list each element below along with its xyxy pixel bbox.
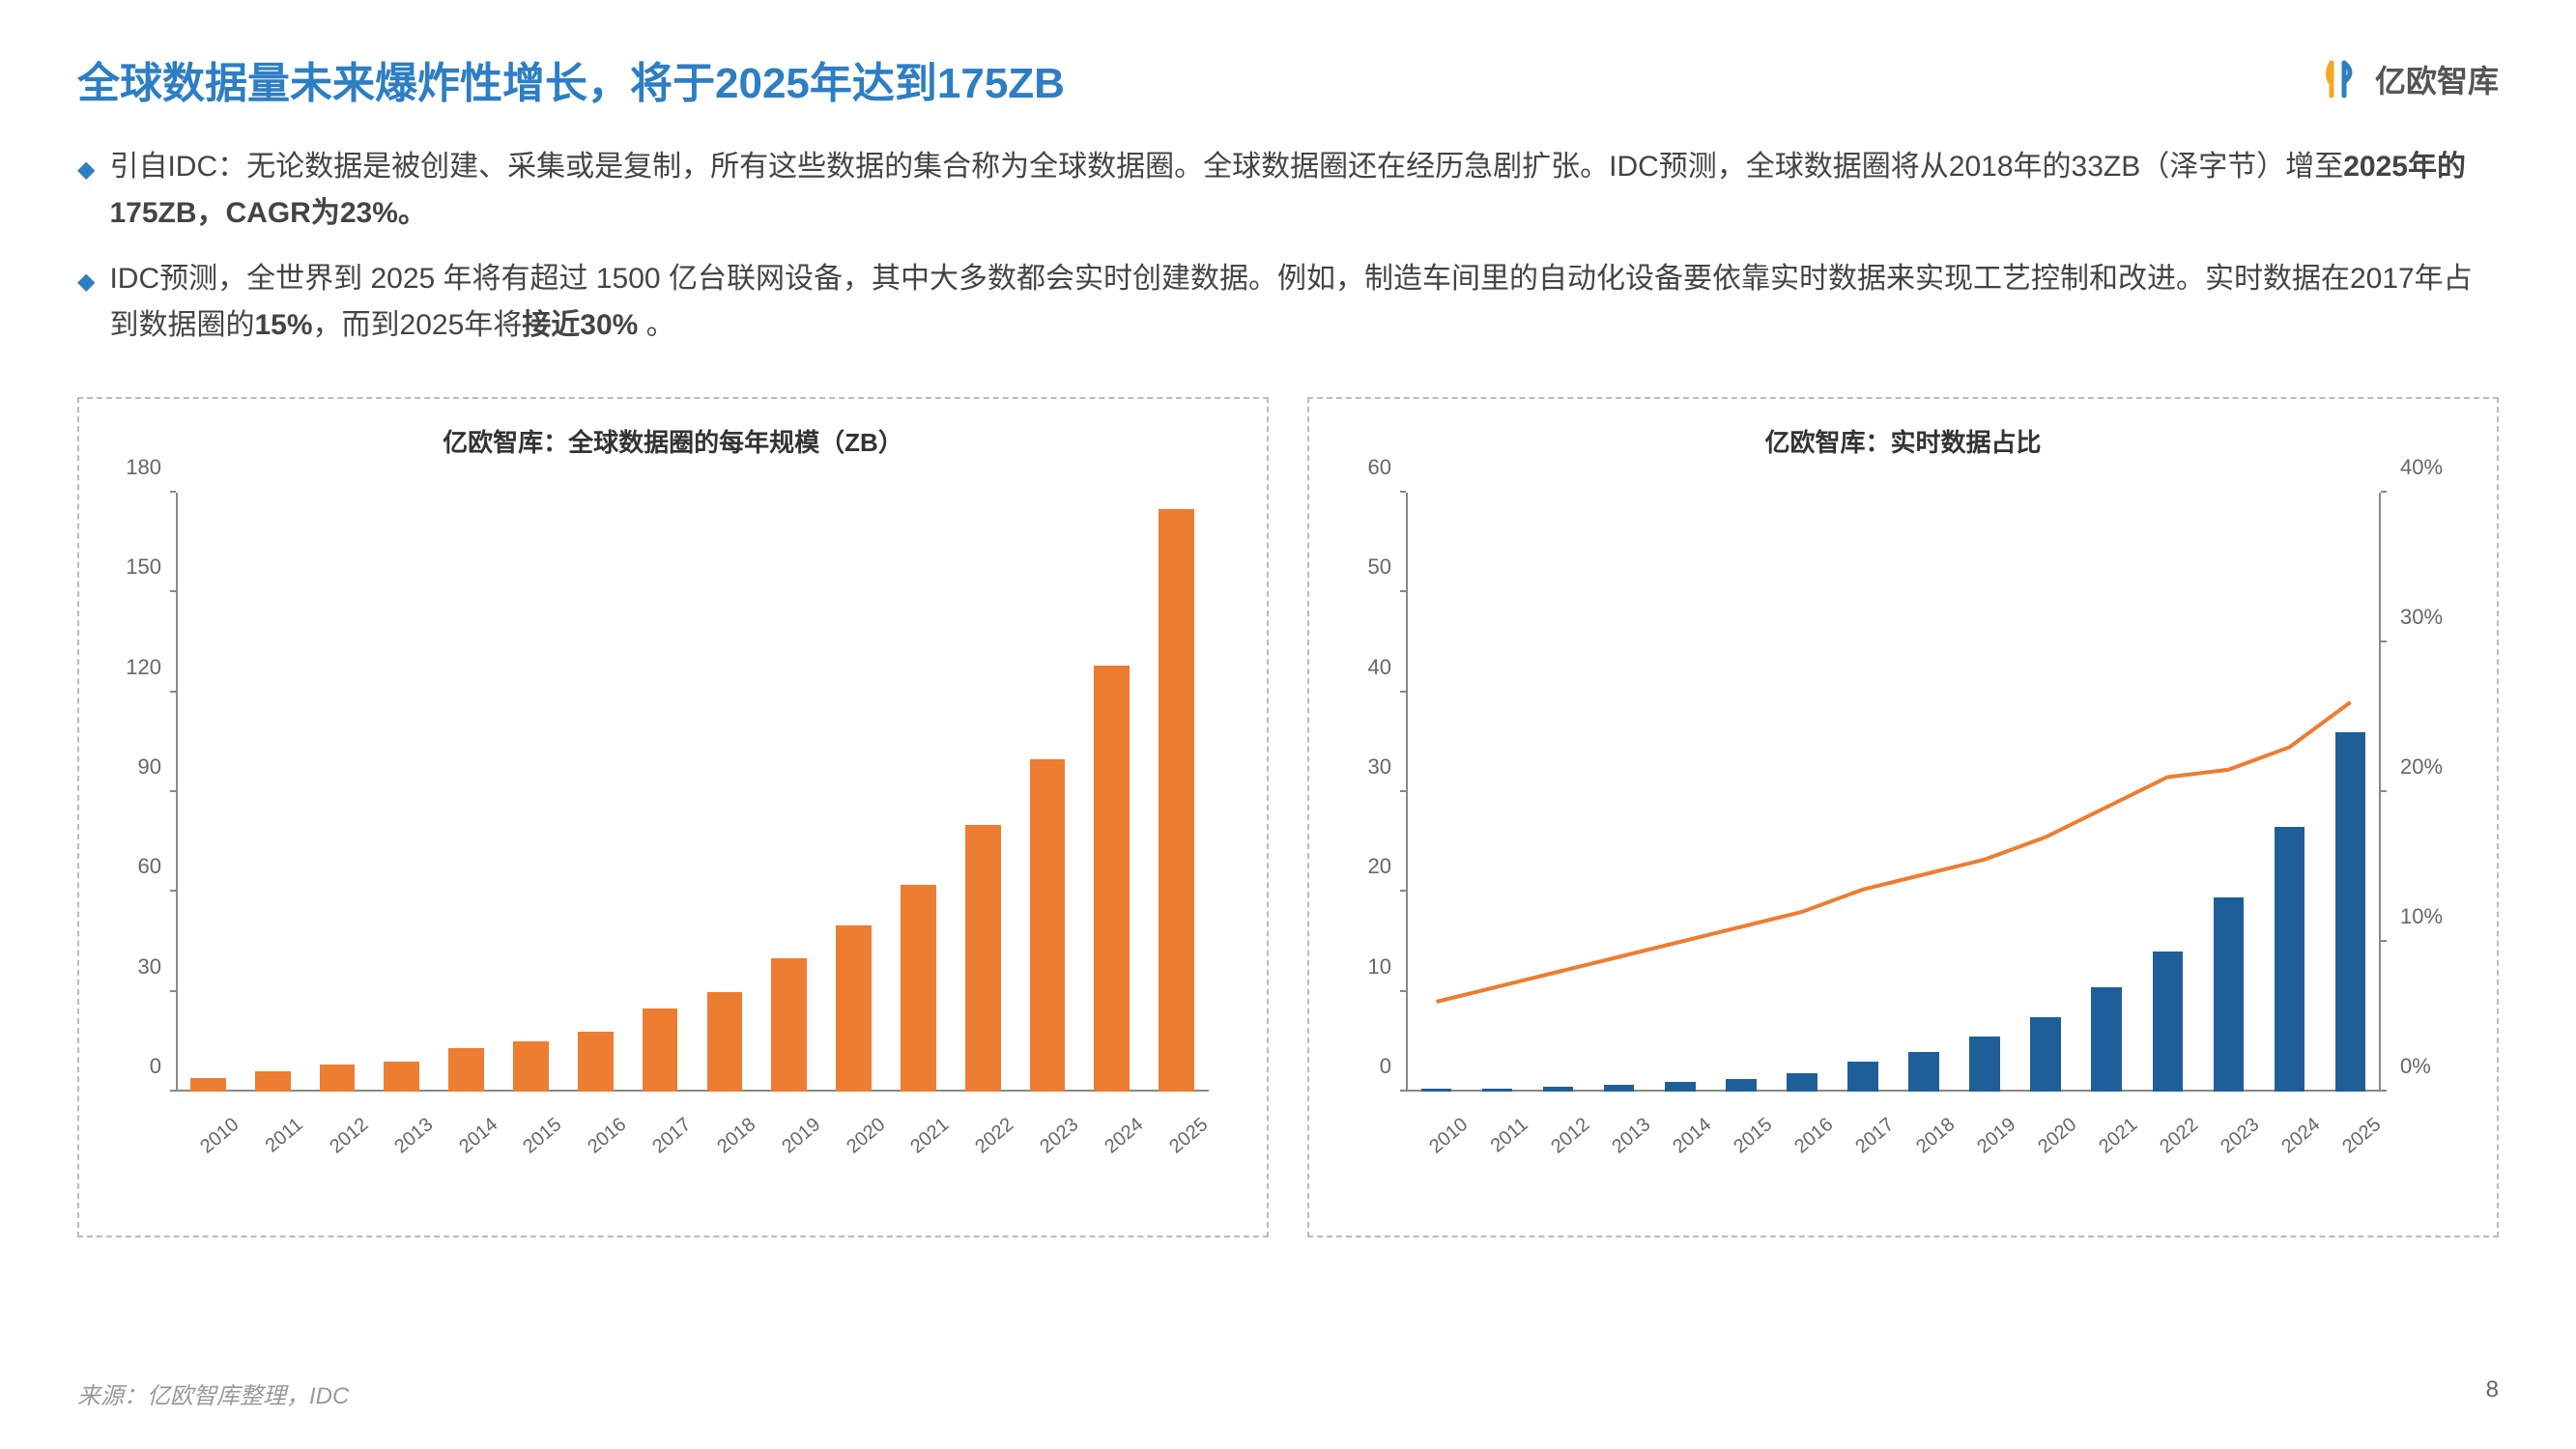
x-tick: 2021 — [907, 1114, 955, 1158]
y-tick-right: 0% — [2400, 1054, 2431, 1079]
chart2-title: 亿欧智库：实时数据占比 — [1338, 423, 2468, 459]
logo-text: 亿欧智库 — [2375, 57, 2499, 101]
page-number: 8 — [2486, 1377, 2499, 1410]
x-tick: 2013 — [390, 1114, 438, 1158]
bar — [190, 1078, 226, 1092]
y-tick: 0 — [150, 1054, 161, 1079]
x-tick: 2016 — [584, 1114, 631, 1158]
x-tick: 2017 — [648, 1114, 696, 1158]
bullet-diamond-icon: ◆ — [77, 264, 95, 300]
source-text: 来源：亿欧智库整理，IDC — [77, 1377, 349, 1410]
x-tick: 2022 — [971, 1114, 1018, 1158]
x-tick: 2020 — [843, 1114, 890, 1158]
x-tick: 2019 — [1973, 1114, 2020, 1158]
y-tick-left: 0 — [1380, 1054, 1391, 1079]
bar — [320, 1065, 356, 1092]
x-tick: 2024 — [2278, 1114, 2326, 1158]
x-tick: 2025 — [1165, 1114, 1213, 1158]
bar — [965, 825, 1001, 1092]
bar — [771, 958, 807, 1092]
x-tick: 2012 — [1547, 1114, 1594, 1158]
x-tick: 2011 — [1486, 1114, 1532, 1157]
y-tick: 60 — [138, 854, 161, 879]
bar — [255, 1071, 291, 1092]
chart2-area: 01020304050600%10%20%30%40%2010201120122… — [1338, 483, 2468, 1159]
x-tick: 2020 — [2034, 1114, 2081, 1158]
x-tick: 2017 — [1851, 1114, 1899, 1158]
x-tick: 2013 — [1608, 1114, 1655, 1158]
y-tick: 180 — [126, 455, 161, 480]
x-tick: 2011 — [262, 1114, 308, 1157]
x-tick: 2010 — [1425, 1114, 1473, 1158]
x-tick: 2015 — [520, 1114, 567, 1158]
page-title: 全球数据量未来爆炸性增长，将于2025年达到175ZB — [77, 48, 1065, 110]
bullet-diamond-icon: ◆ — [77, 152, 95, 188]
x-tick: 2014 — [455, 1114, 502, 1158]
x-tick: 2014 — [1669, 1114, 1716, 1158]
y-tick: 120 — [126, 655, 161, 680]
chart1-title: 亿欧智库：全球数据圈的每年规模（ZB） — [108, 423, 1238, 459]
y-tick-left: 30 — [1368, 754, 1391, 780]
logo: 亿欧智库 — [2317, 55, 2499, 103]
y-tick: 90 — [138, 754, 161, 780]
bar — [448, 1048, 484, 1092]
logo-icon — [2317, 55, 2365, 103]
x-tick: 2016 — [1790, 1114, 1838, 1158]
y-tick-right: 30% — [2400, 605, 2443, 630]
y-tick-left: 40 — [1368, 655, 1391, 680]
chart1-area: 0306090120150180201020112012201320142015… — [108, 483, 1238, 1159]
bar — [1030, 759, 1066, 1092]
bar — [1094, 666, 1130, 1092]
y-tick-left: 60 — [1368, 455, 1391, 480]
trend-line — [1437, 702, 2351, 1002]
x-tick: 2010 — [197, 1114, 244, 1158]
header: 全球数据量未来爆炸性增长，将于2025年达到175ZB 亿欧智库 — [77, 48, 2499, 110]
bar — [836, 925, 872, 1092]
y-tick-right: 40% — [2400, 455, 2443, 480]
bar — [643, 1009, 678, 1092]
line-svg — [1406, 493, 2381, 1092]
chart-panel-left: 亿欧智库：全球数据圈的每年规模（ZB） 0 30 60 90 120 150 180 2010… — [77, 397, 1269, 1237]
bar — [513, 1041, 549, 1092]
x-tick: 2022 — [2156, 1114, 2203, 1158]
y-tick-right: 20% — [2400, 754, 2443, 780]
x-tick: 2025 — [2339, 1114, 2387, 1158]
x-tick: 2024 — [1101, 1114, 1148, 1158]
bar — [707, 992, 743, 1092]
y-tick-right: 10% — [2400, 904, 2443, 929]
bar — [578, 1032, 614, 1092]
x-tick: 2015 — [1730, 1114, 1777, 1158]
bar — [1159, 509, 1194, 1092]
x-tick: 2023 — [1036, 1114, 1083, 1158]
y-tick-left: 20 — [1368, 854, 1391, 879]
bullet-list: ◆ 引自IDC：无论数据是被创建、采集或是复制，所有这些数据的集合称为全球数据圈。… — [77, 144, 2499, 349]
bullet-item: ◆ IDC预测，全世界到 2025 年将有超过 1500 亿台联网设备，其中大多数… — [77, 256, 2499, 349]
x-tick: 2021 — [2095, 1114, 2142, 1158]
bullet-text: IDC预测，全世界到 2025 年将有超过 1500 亿台联网设备，其中大多数都… — [109, 256, 2499, 349]
x-tick: 2018 — [1912, 1114, 1960, 1158]
x-tick: 2012 — [326, 1114, 373, 1158]
footer: 来源：亿欧智库整理，IDC 8 — [77, 1377, 2499, 1410]
y-tick: 150 — [126, 554, 161, 580]
charts-row: 亿欧智库：全球数据圈的每年规模（ZB） 03060901201501802010… — [77, 397, 2499, 1237]
bar — [384, 1062, 419, 1092]
y-tick: 30 — [138, 954, 161, 980]
x-tick: 2018 — [713, 1114, 760, 1158]
y-tick-left: 10 — [1368, 954, 1391, 980]
x-tick: 2019 — [778, 1114, 825, 1158]
x-tick: 2023 — [2218, 1114, 2265, 1158]
bullet-item: ◆ 引自IDC：无论数据是被创建、采集或是复制，所有这些数据的集合称为全球数据圈。… — [77, 144, 2499, 237]
chart-panel-right: 亿欧智库：实时数据占比 0 10 20 30 40 50 60 0% 10% 20% 30% 40% 2… — [1307, 397, 2499, 1237]
bar — [901, 885, 936, 1092]
y-tick-left: 50 — [1368, 554, 1391, 580]
bullet-text: 引自IDC：无论数据是被创建、采集或是复制，所有这些数据的集合称为全球数据圈。全… — [109, 144, 2499, 237]
